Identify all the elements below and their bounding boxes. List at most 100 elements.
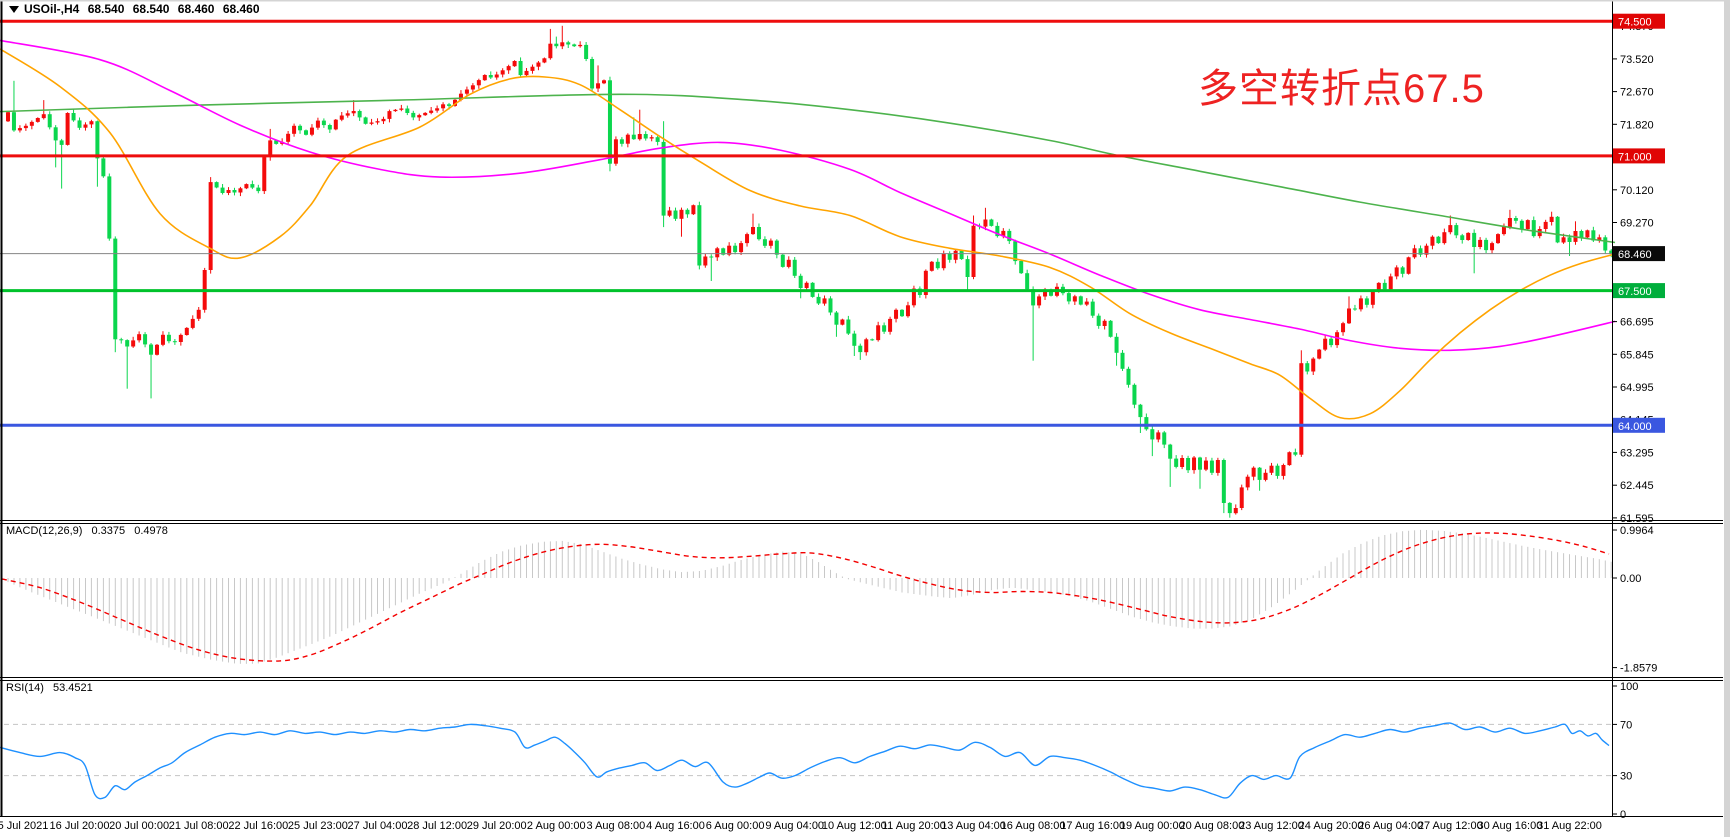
symbol-dropdown-icon[interactable] [9,6,19,13]
candle-body [995,225,1000,237]
macd-hist-bar [108,578,110,624]
candle-body [536,62,541,67]
macd-hist-bar [299,578,301,649]
macd-hist-bar [287,578,289,654]
price-axis[interactable]: 74.37073.52072.67071.82070.97070.12069.2… [1612,13,1665,525]
candle-body [816,296,821,304]
candle-body [1245,476,1250,488]
macd-hist-bar [806,556,808,578]
macd-hist-bar [567,541,569,578]
candle-body [1591,230,1596,241]
macd-hist-bar [305,578,307,647]
candle-body [1144,417,1149,430]
macd-hist-bar [79,578,80,612]
macd-panel-surface[interactable] [0,523,1612,677]
candle-body [1209,460,1214,473]
macd-hist-bar [633,562,635,578]
candle-body [1138,404,1143,418]
macd-hist-bar [824,566,825,578]
candle-body [1478,239,1483,247]
price-panel-surface[interactable] [0,0,1612,520]
candle-body [71,113,76,121]
time-label: 31 Aug 22:00 [1537,820,1602,832]
candle-body [1454,225,1459,236]
macd-hist-bar [353,578,355,626]
macd-hist-bar [1241,578,1243,623]
macd-hist-bar [585,545,587,578]
candle-body [1007,230,1012,242]
time-label: 19 Aug 00:00 [1120,820,1185,832]
time-label: 27 Aug 12:00 [1418,820,1483,832]
macd-hist-bar [1437,530,1439,578]
macd-hist-bar [1312,575,1314,578]
candle-body [1198,457,1202,470]
macd-hist-bar [311,578,313,644]
candle-body [667,210,672,216]
macd-hist-bar [549,541,551,578]
candle-body [852,333,857,346]
macd-hist-bar [162,578,164,646]
rsi-tick-label: 100 [1620,681,1638,693]
candle-body [95,121,100,159]
candle-body [125,340,130,347]
macd-hist-bar [1503,541,1505,578]
candle-body [554,43,559,47]
macd-hist-bar [1163,578,1165,625]
candle-body [1174,458,1179,467]
macd-hist-bar [1509,543,1511,578]
macd-hist-bar [770,553,772,578]
candle-body [143,334,148,345]
macd-hist-bar [73,578,75,610]
time-label: 10 Aug 12:00 [822,820,887,832]
macd-hist-bar [120,578,122,629]
macd-hist-bar [400,578,402,603]
candle-body [1031,289,1036,306]
candle-body [315,120,320,128]
candle-body [1370,291,1375,305]
candle-body [1418,248,1423,255]
macd-hist-bar [1443,531,1445,578]
candle-body [1430,236,1435,246]
macd-hist-bar [1384,535,1386,578]
candle-body [1180,458,1185,467]
macd-hist-bar [746,558,748,578]
candle-body [411,112,416,118]
macd-hist-bar [424,578,426,592]
macd-hist-bar [1449,531,1451,578]
price-badge-label: 71.000 [1618,151,1652,163]
rsi-axis[interactable]: 100 70 30 0 [1612,681,1638,821]
macd-hist-bar [1414,530,1416,578]
macd-hist-bar [1330,561,1332,578]
candle-body [876,325,881,341]
macd-hist-bar [114,578,116,626]
candle-body [792,259,797,276]
price-badge-label: 64.000 [1618,421,1652,433]
candle-body [1084,301,1089,305]
macd-hist-bar [25,578,27,590]
macd-hist-bar [1068,578,1070,596]
macd-hist-bar [931,578,933,597]
macd-hist-bar [1265,578,1267,611]
candle-body [1132,384,1137,405]
macd-hist-bar [1318,570,1320,578]
candle-body [1192,457,1197,471]
macd-axis[interactable]: 0.9964 0.00 -1.8579 [1612,525,1657,675]
macd-hist-bar [1217,578,1219,628]
macd-hist-bar [603,552,605,578]
candle-body [1293,452,1298,455]
rsi-panel-surface[interactable] [0,680,1612,816]
macd-hist-bar [591,547,593,578]
macd-hist-bar [365,578,367,620]
macd-hist-bar [901,578,903,593]
price-tick-label: 64.995 [1620,382,1654,394]
macd-hist-bar [645,565,647,578]
macd-hist-bar [1491,539,1493,578]
time-label: 20 Aug 08:00 [1179,820,1244,832]
macd-hist-bar [1473,535,1475,578]
macd-hist-bar [877,578,879,587]
ma-line-magenta [0,39,1616,352]
candle-body [441,104,446,109]
